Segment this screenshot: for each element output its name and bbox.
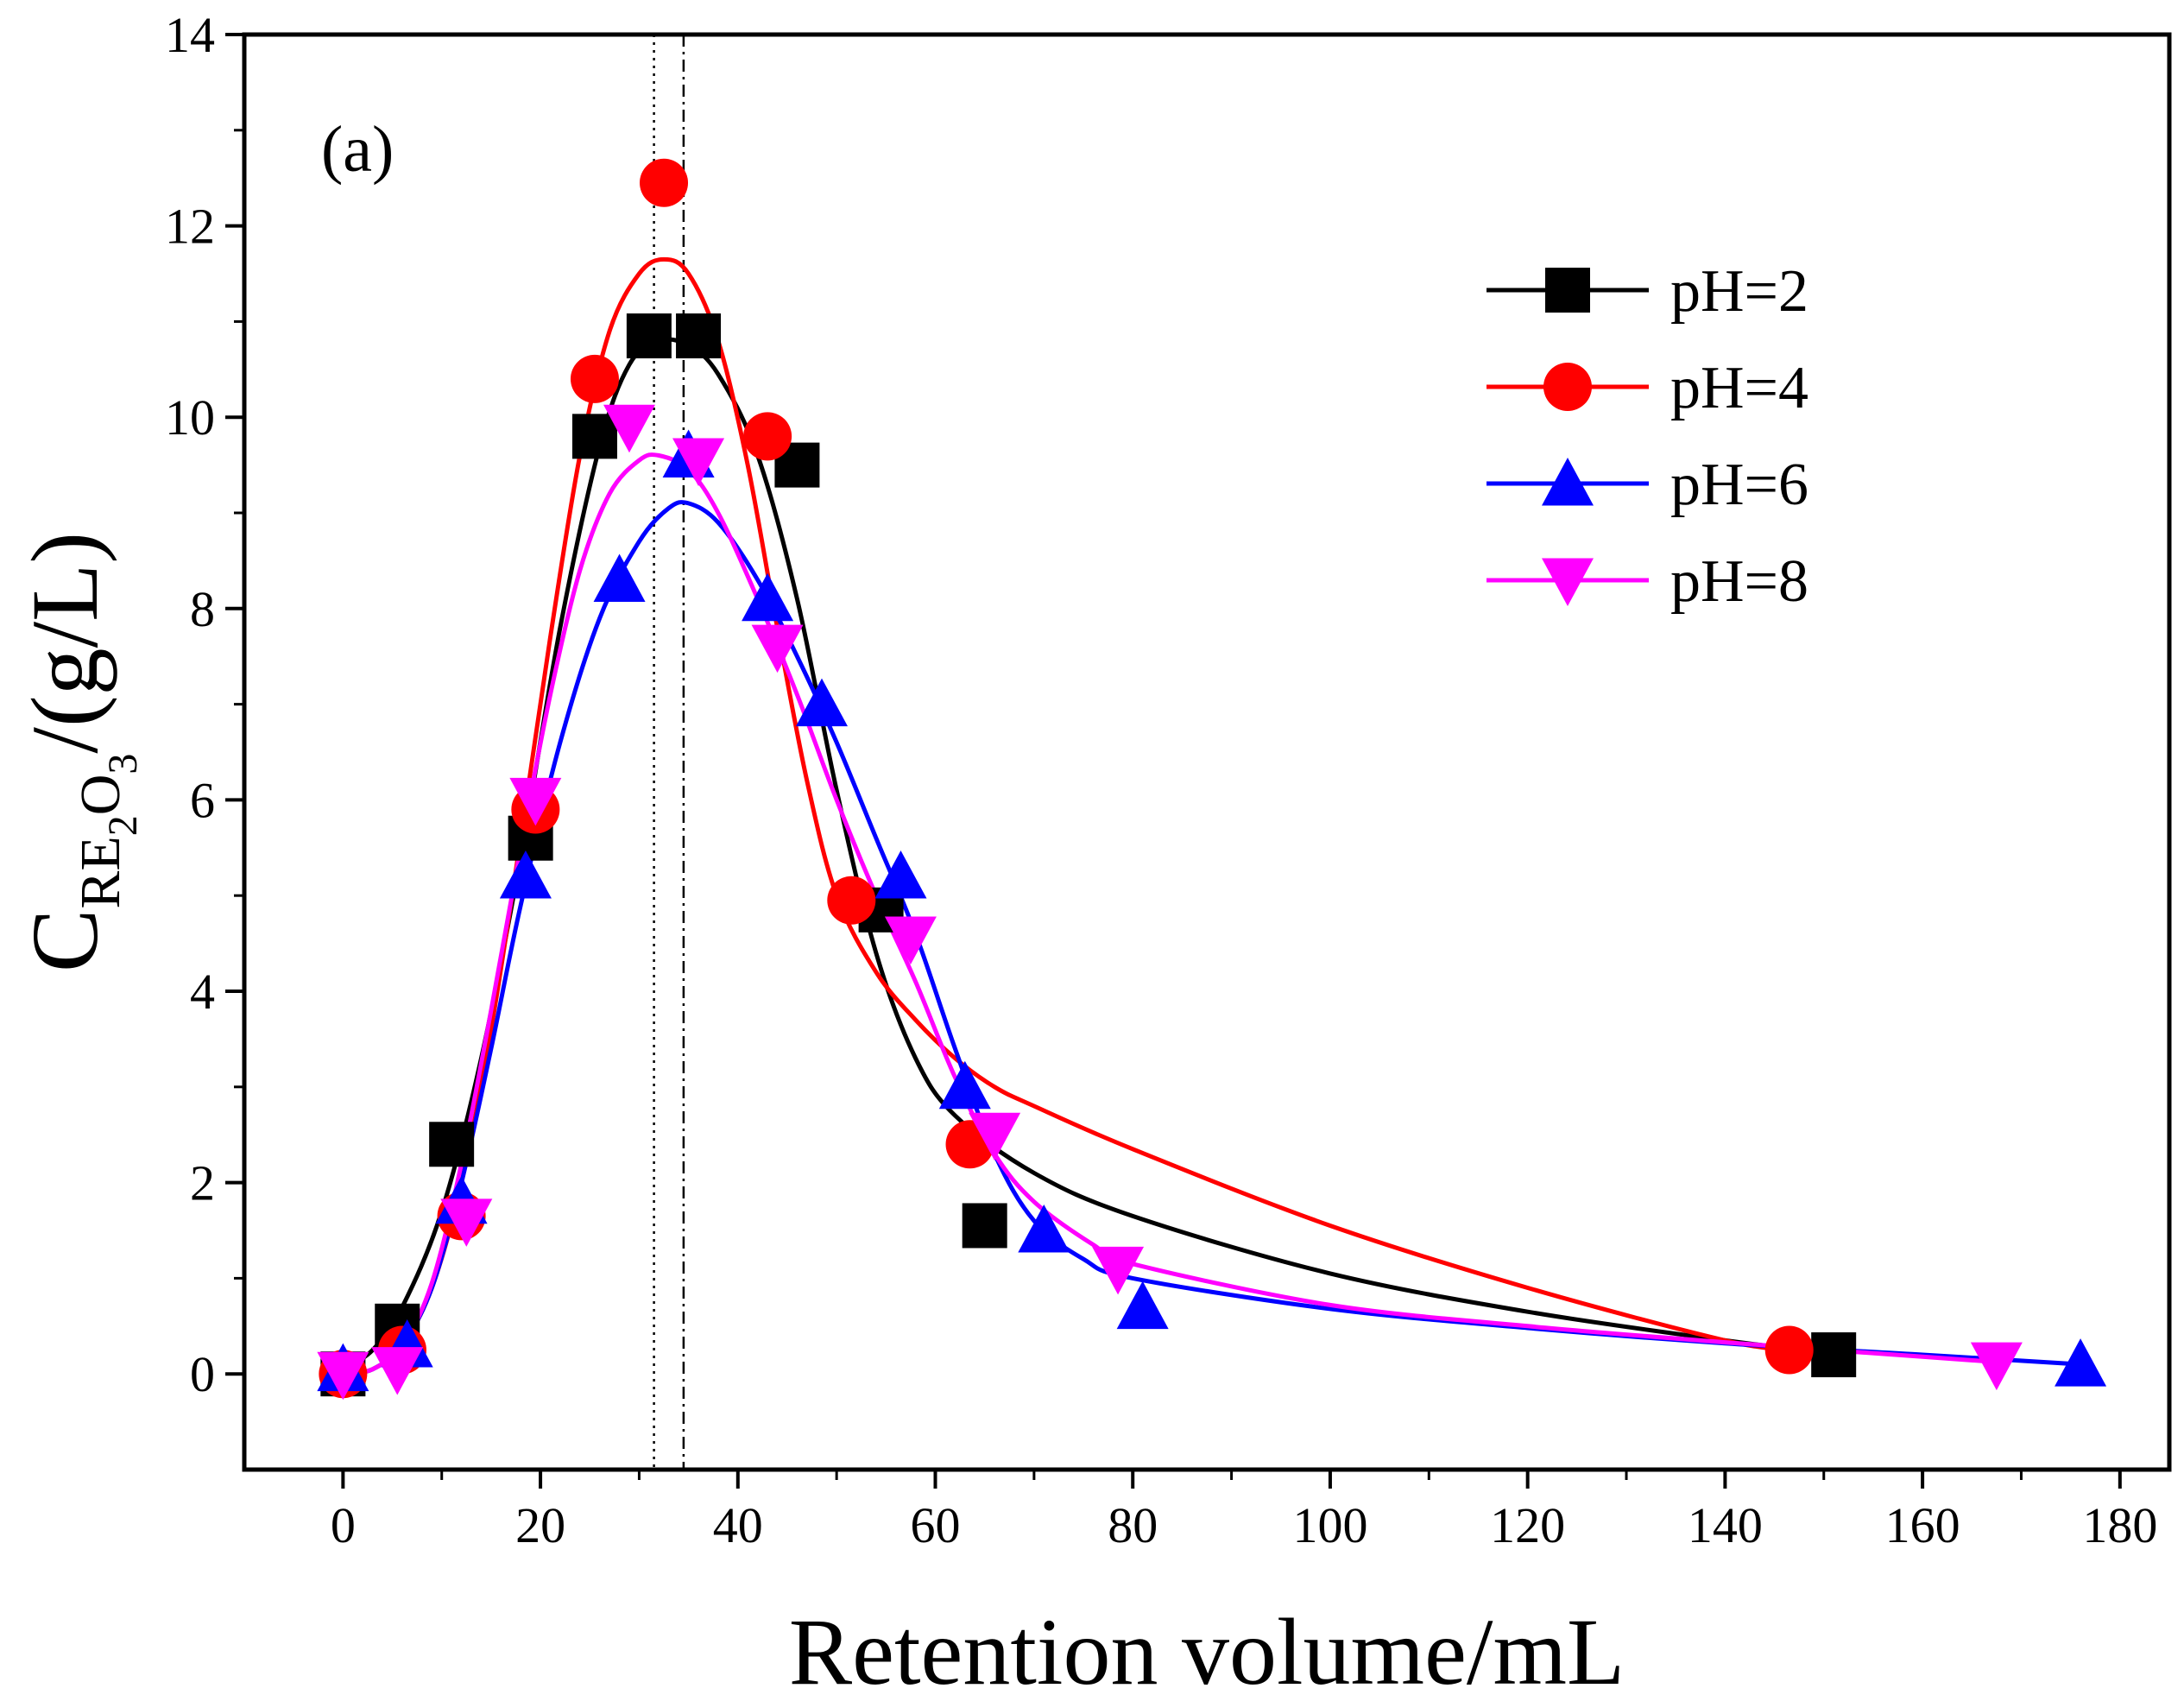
data-point-triangle-down — [672, 438, 725, 487]
y-tick-label: 12 — [165, 199, 215, 255]
x-tick-label: 100 — [1292, 1497, 1367, 1553]
data-point-triangle-up — [499, 850, 552, 899]
tick-labels: 0 20 40 60 80 100 120 140 160 180 0 2 4 6 8 10 12 14 — [165, 7, 2157, 1553]
data-point-triangle-up — [1116, 1280, 1169, 1330]
data-point-square — [1811, 1332, 1857, 1378]
data-point-circle — [827, 876, 876, 925]
data-point-triangle-down — [440, 1198, 493, 1247]
legend-label: pH=2 — [1670, 258, 1808, 325]
panel-label: (a) — [321, 113, 394, 186]
data-point-triangle-down — [884, 916, 937, 965]
reference-lines — [653, 35, 685, 1470]
legend-label: pH=4 — [1670, 355, 1808, 421]
data-point-triangle-down — [1092, 1246, 1145, 1295]
data-point-triangle-down — [603, 404, 655, 453]
y-axis-label: CRE2O3/(g/L) — [12, 532, 146, 972]
y-axis-label-sub-digit: 2 — [100, 815, 146, 836]
data-point-square — [571, 414, 617, 459]
data-point-triangle-up — [593, 553, 646, 603]
x-tick-label: 180 — [2082, 1497, 2157, 1553]
data-point-triangle-down — [969, 1112, 1021, 1161]
x-axis-label: Retention volume/mL — [789, 1599, 1625, 1701]
data-point-circle — [1764, 1325, 1814, 1375]
x-tick-label: 80 — [1108, 1497, 1158, 1553]
fit-curve-ph-4 — [343, 256, 1795, 1376]
legend-label: pH=6 — [1670, 452, 1808, 518]
legend: pH=2 pH=4 pH=6 pH=8 — [1487, 258, 1808, 615]
data-point-square — [626, 313, 672, 359]
legend-label: pH=8 — [1670, 548, 1808, 615]
data-point-triangle-down — [371, 1347, 424, 1395]
y-tick-label: 6 — [190, 772, 215, 828]
x-tick-label: 40 — [713, 1497, 763, 1553]
data-point-triangle-down — [751, 624, 804, 673]
x-tick-label: 0 — [331, 1497, 356, 1553]
legend-marker-square — [1545, 268, 1590, 313]
x-tick-label: 140 — [1688, 1497, 1763, 1553]
y-axis-label-unit: /(g/L) — [12, 532, 117, 754]
y-axis-label-sub-digit: 3 — [100, 754, 146, 775]
plot-frame — [242, 32, 2172, 1472]
fit-curve-ph-8 — [343, 452, 2002, 1376]
y-tick-label: 0 — [190, 1346, 215, 1402]
x-tick-label: 120 — [1490, 1497, 1565, 1553]
data-point-triangle-up — [2055, 1338, 2107, 1387]
y-axis-label-sub: O — [69, 775, 132, 816]
data-point-triangle-up — [742, 572, 794, 622]
y-tick-label: 4 — [190, 964, 215, 1020]
data-point-triangle-up — [796, 678, 848, 727]
data-point-square — [962, 1203, 1007, 1249]
data-point-square — [429, 1122, 475, 1167]
data-point-triangle-down — [317, 1351, 369, 1401]
data-point-triangle-up — [1018, 1205, 1070, 1253]
data-point-circle — [570, 354, 619, 403]
data-point-triangle-up — [938, 1060, 991, 1110]
y-tick-label: 2 — [190, 1155, 215, 1211]
data-point-triangle-up — [874, 850, 927, 899]
x-tick-label: 60 — [911, 1497, 961, 1553]
data-point-circle — [743, 412, 792, 461]
data-point-square — [676, 313, 722, 359]
data-markers — [317, 158, 2107, 1401]
data-point-circle — [640, 158, 689, 207]
x-tick-label: 20 — [515, 1497, 565, 1553]
y-tick-label: 8 — [190, 581, 215, 637]
y-tick-label: 10 — [165, 389, 215, 446]
x-tick-label: 160 — [1885, 1497, 1960, 1553]
legend-marker-circle — [1543, 363, 1592, 411]
y-tick-label: 14 — [165, 7, 215, 63]
y-axis-label-sub: RE — [69, 836, 132, 908]
data-point-triangle-down — [1970, 1342, 2023, 1391]
data-point-triangle-down — [509, 777, 562, 826]
y-axis-label-main: C — [12, 909, 117, 972]
legend-marker-triangle-up — [1542, 458, 1594, 506]
legend-marker-triangle-down — [1542, 558, 1594, 606]
